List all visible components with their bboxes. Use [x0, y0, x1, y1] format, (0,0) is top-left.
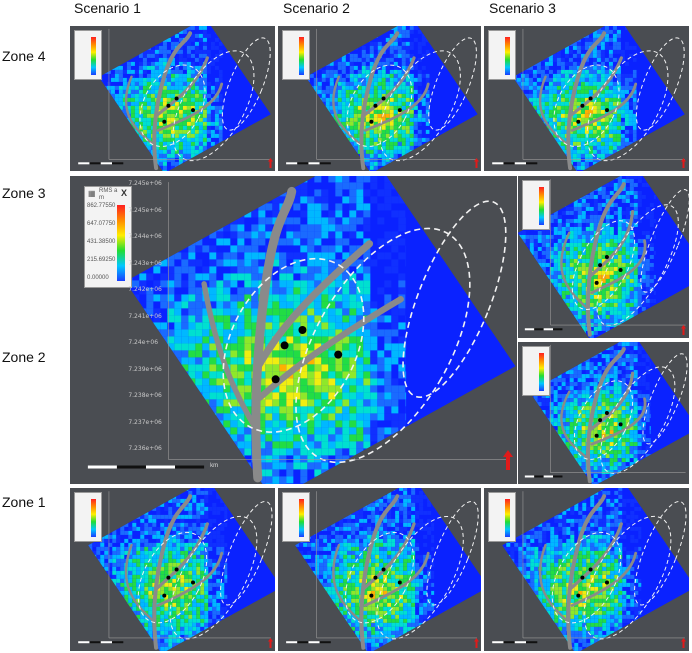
y-tick-label: 7.236e+06	[128, 445, 162, 452]
map-panel-zone4-scenario3	[484, 26, 689, 171]
legend-color-bar	[539, 353, 544, 391]
legend-color-bar	[299, 499, 304, 537]
zone-outline-ellipses	[553, 37, 685, 162]
color-legend	[282, 492, 310, 542]
zone-outline-ellipses	[137, 500, 273, 640]
y-tick-label: 7.239e+06	[128, 365, 162, 373]
legend-value: 0.00000	[87, 275, 109, 281]
scale-bar	[524, 328, 563, 331]
y-tick-label: 7.244e+06	[128, 233, 162, 240]
scale-unit-label: km	[210, 462, 219, 469]
close-icon: X	[121, 188, 128, 198]
zone-outline-ellipses	[551, 500, 687, 640]
color-legend	[522, 346, 550, 396]
seismic-map-svg	[518, 176, 689, 338]
north-arrow-icon	[267, 155, 273, 168]
north-arrow-icon	[267, 635, 273, 648]
north-arrow-icon	[473, 155, 479, 168]
river-network	[124, 31, 224, 171]
legend-value: 862.77550	[87, 203, 116, 209]
river-network	[560, 347, 647, 484]
legend-value: 647.07750	[87, 221, 116, 227]
river-network	[332, 31, 430, 171]
row-label-zone-3: Zone 3	[2, 185, 46, 201]
seismic-map-svg	[524, 342, 689, 484]
legend-title: RMS a	[99, 188, 118, 194]
legend-color-bar	[505, 37, 510, 75]
legend-color-bar	[91, 37, 96, 75]
legend-unit: m	[99, 195, 104, 201]
color-legend	[522, 180, 550, 230]
y-tick-label: 7.238e+06	[128, 392, 162, 399]
color-legend	[282, 30, 310, 80]
seismic-map-svg	[286, 26, 478, 171]
column-label-scenario-2: Scenario 2	[283, 0, 350, 16]
map-panel-zone1-scenario3	[484, 488, 689, 651]
y-tick-label: 7.24e+06	[128, 339, 159, 346]
column-label-scenario-3: Scenario 3	[489, 0, 556, 16]
y-tick-label: 7.243e+06	[128, 259, 162, 267]
zone-outline-ellipses	[139, 37, 271, 162]
scale-bar	[286, 641, 331, 644]
map-panel-zone1-scenario1	[70, 488, 275, 651]
scale-bar	[286, 162, 331, 165]
y-tick-label: 7.245e+06	[128, 180, 162, 187]
seismic-map-svg	[492, 26, 685, 171]
scale-bar	[87, 465, 205, 469]
map-panel-zone4-scenario1	[70, 26, 275, 171]
legend-color-bar	[505, 499, 510, 537]
y-tick-label: 7.237e+06	[128, 418, 162, 426]
scale-bar	[78, 162, 124, 165]
legend-color-bar	[299, 37, 304, 75]
row-label-zone-4: Zone 4	[2, 48, 46, 64]
map-panel-zone2-scenario3	[518, 342, 689, 484]
north-arrow-icon	[680, 155, 686, 168]
map-panel-zone4-scenario2	[278, 26, 481, 171]
y-tick-label: 7.245e+06	[128, 206, 162, 214]
seismic-map-svg	[492, 488, 689, 651]
legend-value: 431.38500	[87, 239, 116, 245]
scale-bar	[78, 641, 124, 644]
map-panel-zone1-scenario2	[278, 488, 481, 651]
y-tick-label: 7.242e+06	[128, 286, 162, 293]
zone-outline-ellipses	[222, 200, 507, 464]
row-label-zone-2: Zone 2	[2, 349, 46, 365]
color-legend	[74, 30, 102, 80]
legend-grid-icon: ▦	[88, 189, 96, 198]
seismic-map-svg	[78, 488, 275, 651]
color-legend	[488, 492, 516, 542]
color-legend: ▦ RMS a m X 862.77550 647.07750 431.38500 215.6…	[84, 186, 132, 288]
scale-bar	[492, 641, 538, 644]
north-arrow-icon	[680, 635, 686, 648]
river-network	[538, 31, 638, 171]
scale-bar	[524, 475, 563, 478]
map-panel-zone3-zone2-large: ▦ RMS a m X 862.77550 647.07750 431.38500 215.6…	[70, 176, 517, 484]
map-panel-zone3-scenario3	[518, 176, 689, 338]
river-network	[201, 186, 404, 483]
scale-bar	[492, 162, 538, 165]
north-arrow-icon	[503, 450, 513, 470]
color-legend	[488, 30, 516, 80]
zone-outline-ellipses	[571, 188, 689, 326]
seismic-map-svg	[286, 488, 481, 651]
y-tick-label: 7.241e+06	[128, 312, 162, 320]
row-label-zone-1: Zone 1	[2, 494, 46, 510]
north-arrow-icon	[680, 322, 686, 335]
north-arrow-icon	[473, 635, 479, 648]
legend-value: 215.69250	[87, 257, 116, 263]
legend-color-bar	[91, 499, 96, 537]
legend-color-bar	[539, 187, 544, 225]
seismic-map-svg	[87, 176, 516, 484]
column-label-scenario-1: Scenario 1	[74, 0, 141, 16]
color-legend	[74, 492, 102, 542]
legend-color-bar	[117, 205, 125, 281]
seismic-map-svg	[78, 26, 271, 171]
